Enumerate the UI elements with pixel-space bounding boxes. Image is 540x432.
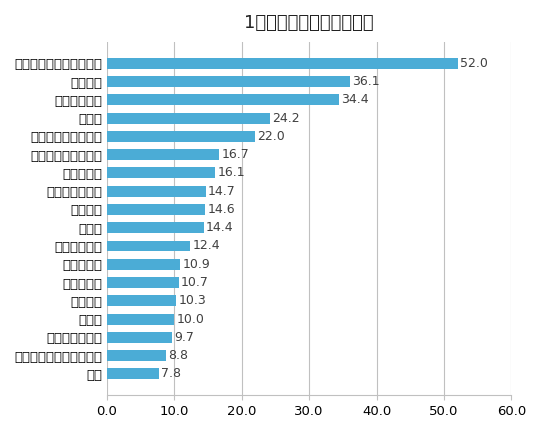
- Text: 8.8: 8.8: [168, 349, 188, 362]
- Bar: [107, 186, 206, 197]
- Text: 14.4: 14.4: [206, 221, 233, 234]
- Text: 52.0: 52.0: [460, 57, 488, 70]
- Text: 34.4: 34.4: [341, 93, 368, 106]
- Text: 10.3: 10.3: [178, 294, 206, 307]
- Text: 10.9: 10.9: [183, 258, 210, 271]
- Bar: [107, 131, 255, 142]
- Bar: [107, 277, 179, 288]
- Text: 14.7: 14.7: [208, 185, 235, 198]
- Bar: [107, 222, 204, 233]
- Text: 12.4: 12.4: [192, 239, 220, 252]
- Bar: [107, 350, 166, 361]
- Text: 22.0: 22.0: [257, 130, 285, 143]
- Bar: [107, 204, 205, 215]
- Bar: [107, 332, 172, 343]
- Bar: [107, 113, 270, 124]
- Bar: [107, 149, 219, 160]
- Bar: [107, 295, 176, 306]
- Bar: [107, 76, 350, 87]
- Bar: [107, 168, 215, 178]
- Text: 10.0: 10.0: [176, 312, 204, 326]
- Bar: [107, 259, 180, 270]
- Text: 36.1: 36.1: [352, 75, 380, 88]
- Bar: [107, 368, 159, 379]
- Text: 14.6: 14.6: [207, 203, 235, 216]
- Text: 10.7: 10.7: [181, 276, 209, 289]
- Bar: [107, 241, 191, 251]
- Text: 16.7: 16.7: [221, 148, 249, 161]
- Title: 1か月あたりの平均投稿数: 1か月あたりの平均投稿数: [244, 14, 374, 32]
- Bar: [107, 314, 174, 324]
- Text: 9.7: 9.7: [174, 331, 194, 344]
- Bar: [107, 94, 339, 105]
- Text: 16.1: 16.1: [218, 166, 245, 179]
- Text: 7.8: 7.8: [161, 367, 181, 380]
- Bar: [107, 58, 457, 69]
- Text: 24.2: 24.2: [272, 111, 300, 124]
